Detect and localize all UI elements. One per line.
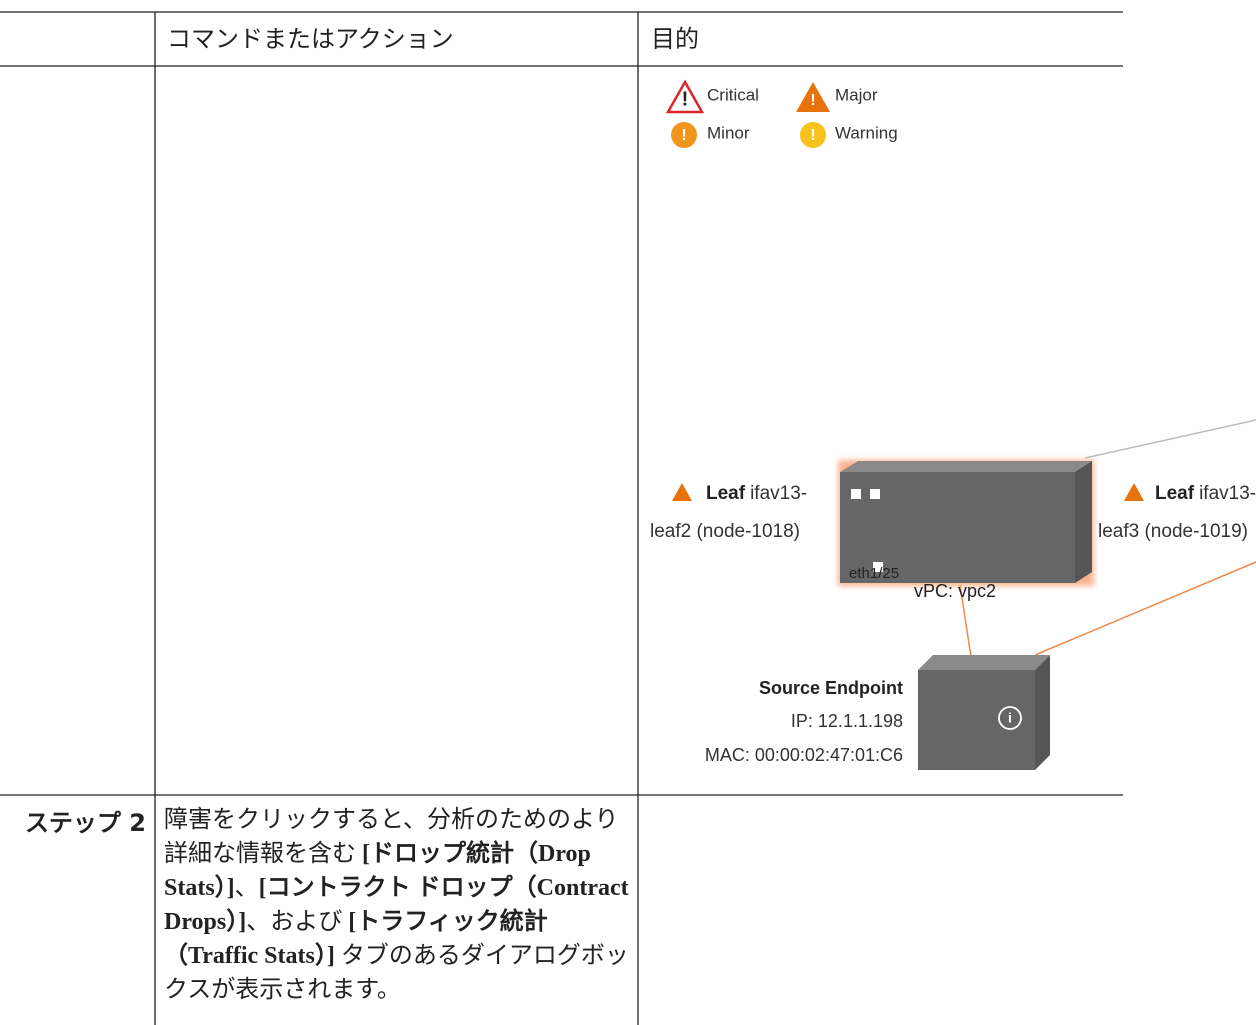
text: 、 xyxy=(234,875,259,901)
legend-minor: Minor xyxy=(707,123,750,142)
legend-warning: Warning xyxy=(835,123,898,142)
leaf-name: ifav13- xyxy=(750,483,807,504)
ui-label: [ドロップ統計（Drop Stats）] xyxy=(164,841,597,901)
critical-icon xyxy=(665,79,705,114)
header-purpose: 目的 xyxy=(651,25,699,53)
leaf-switch xyxy=(838,460,1094,586)
topology-diagram: ! Critical ! Major ! Minor ! Warning i xyxy=(650,79,1256,770)
svg-text:i: i xyxy=(1008,710,1012,726)
endpoint-box: i xyxy=(918,655,1050,770)
leaf-detail: leaf3 (node-1019) xyxy=(1098,521,1248,542)
major-icon xyxy=(672,483,692,501)
leaf-detail: leaf2 (node-1018) xyxy=(650,521,800,542)
legend-critical: Critical xyxy=(707,85,759,104)
text: 障害をクリックすると、分析のためのより詳細な情報を含む xyxy=(164,807,619,867)
major-icon-mark: ! xyxy=(810,92,815,109)
header-command: コマンドまたはアクション xyxy=(167,25,454,53)
leaf-label: Leaf ifav13- xyxy=(706,483,807,504)
major-icon xyxy=(1124,483,1144,501)
critical-icon-mark: ! xyxy=(682,88,689,110)
endpoint-mac: MAC: 00:00:02:47:01:C6 xyxy=(705,745,903,765)
minor-icon xyxy=(671,122,697,148)
ui-label: [コントラクト ドロップ（Contract Drops）] xyxy=(164,875,635,935)
warning-icon xyxy=(800,122,826,148)
endpoint-title: Source Endpoint xyxy=(759,678,903,698)
leaf-kind: Leaf xyxy=(1155,483,1195,504)
leaf-kind: Leaf xyxy=(706,483,746,504)
legend-major: Major xyxy=(835,85,878,104)
warning-icon-mark: ! xyxy=(810,127,815,144)
step-label: ステップ 2 xyxy=(25,809,146,837)
leaf-name: ifav13- xyxy=(1199,483,1256,504)
minor-icon-mark: ! xyxy=(681,127,686,144)
major-icon xyxy=(796,82,830,112)
table-rules xyxy=(0,11,1123,1025)
endpoint-ip: IP: 12.1.1.198 xyxy=(791,711,903,731)
vpc-label: vPC: vpc2 xyxy=(914,581,996,601)
step-description: 障害をクリックすると、分析のためのより詳細な情報を含む [ドロップ統計（Drop… xyxy=(164,803,632,1007)
text: 、および xyxy=(246,909,349,935)
port-label: eth1/25 xyxy=(849,565,899,582)
ui-label: [トラフィック統計（Traffic Stats）] xyxy=(164,909,548,969)
text: タブのあるダイアログボックスが表示されます。 xyxy=(164,943,629,1003)
leaf-label: Leaf ifav13- xyxy=(1155,483,1256,504)
link xyxy=(1084,419,1256,459)
link xyxy=(1034,561,1256,656)
